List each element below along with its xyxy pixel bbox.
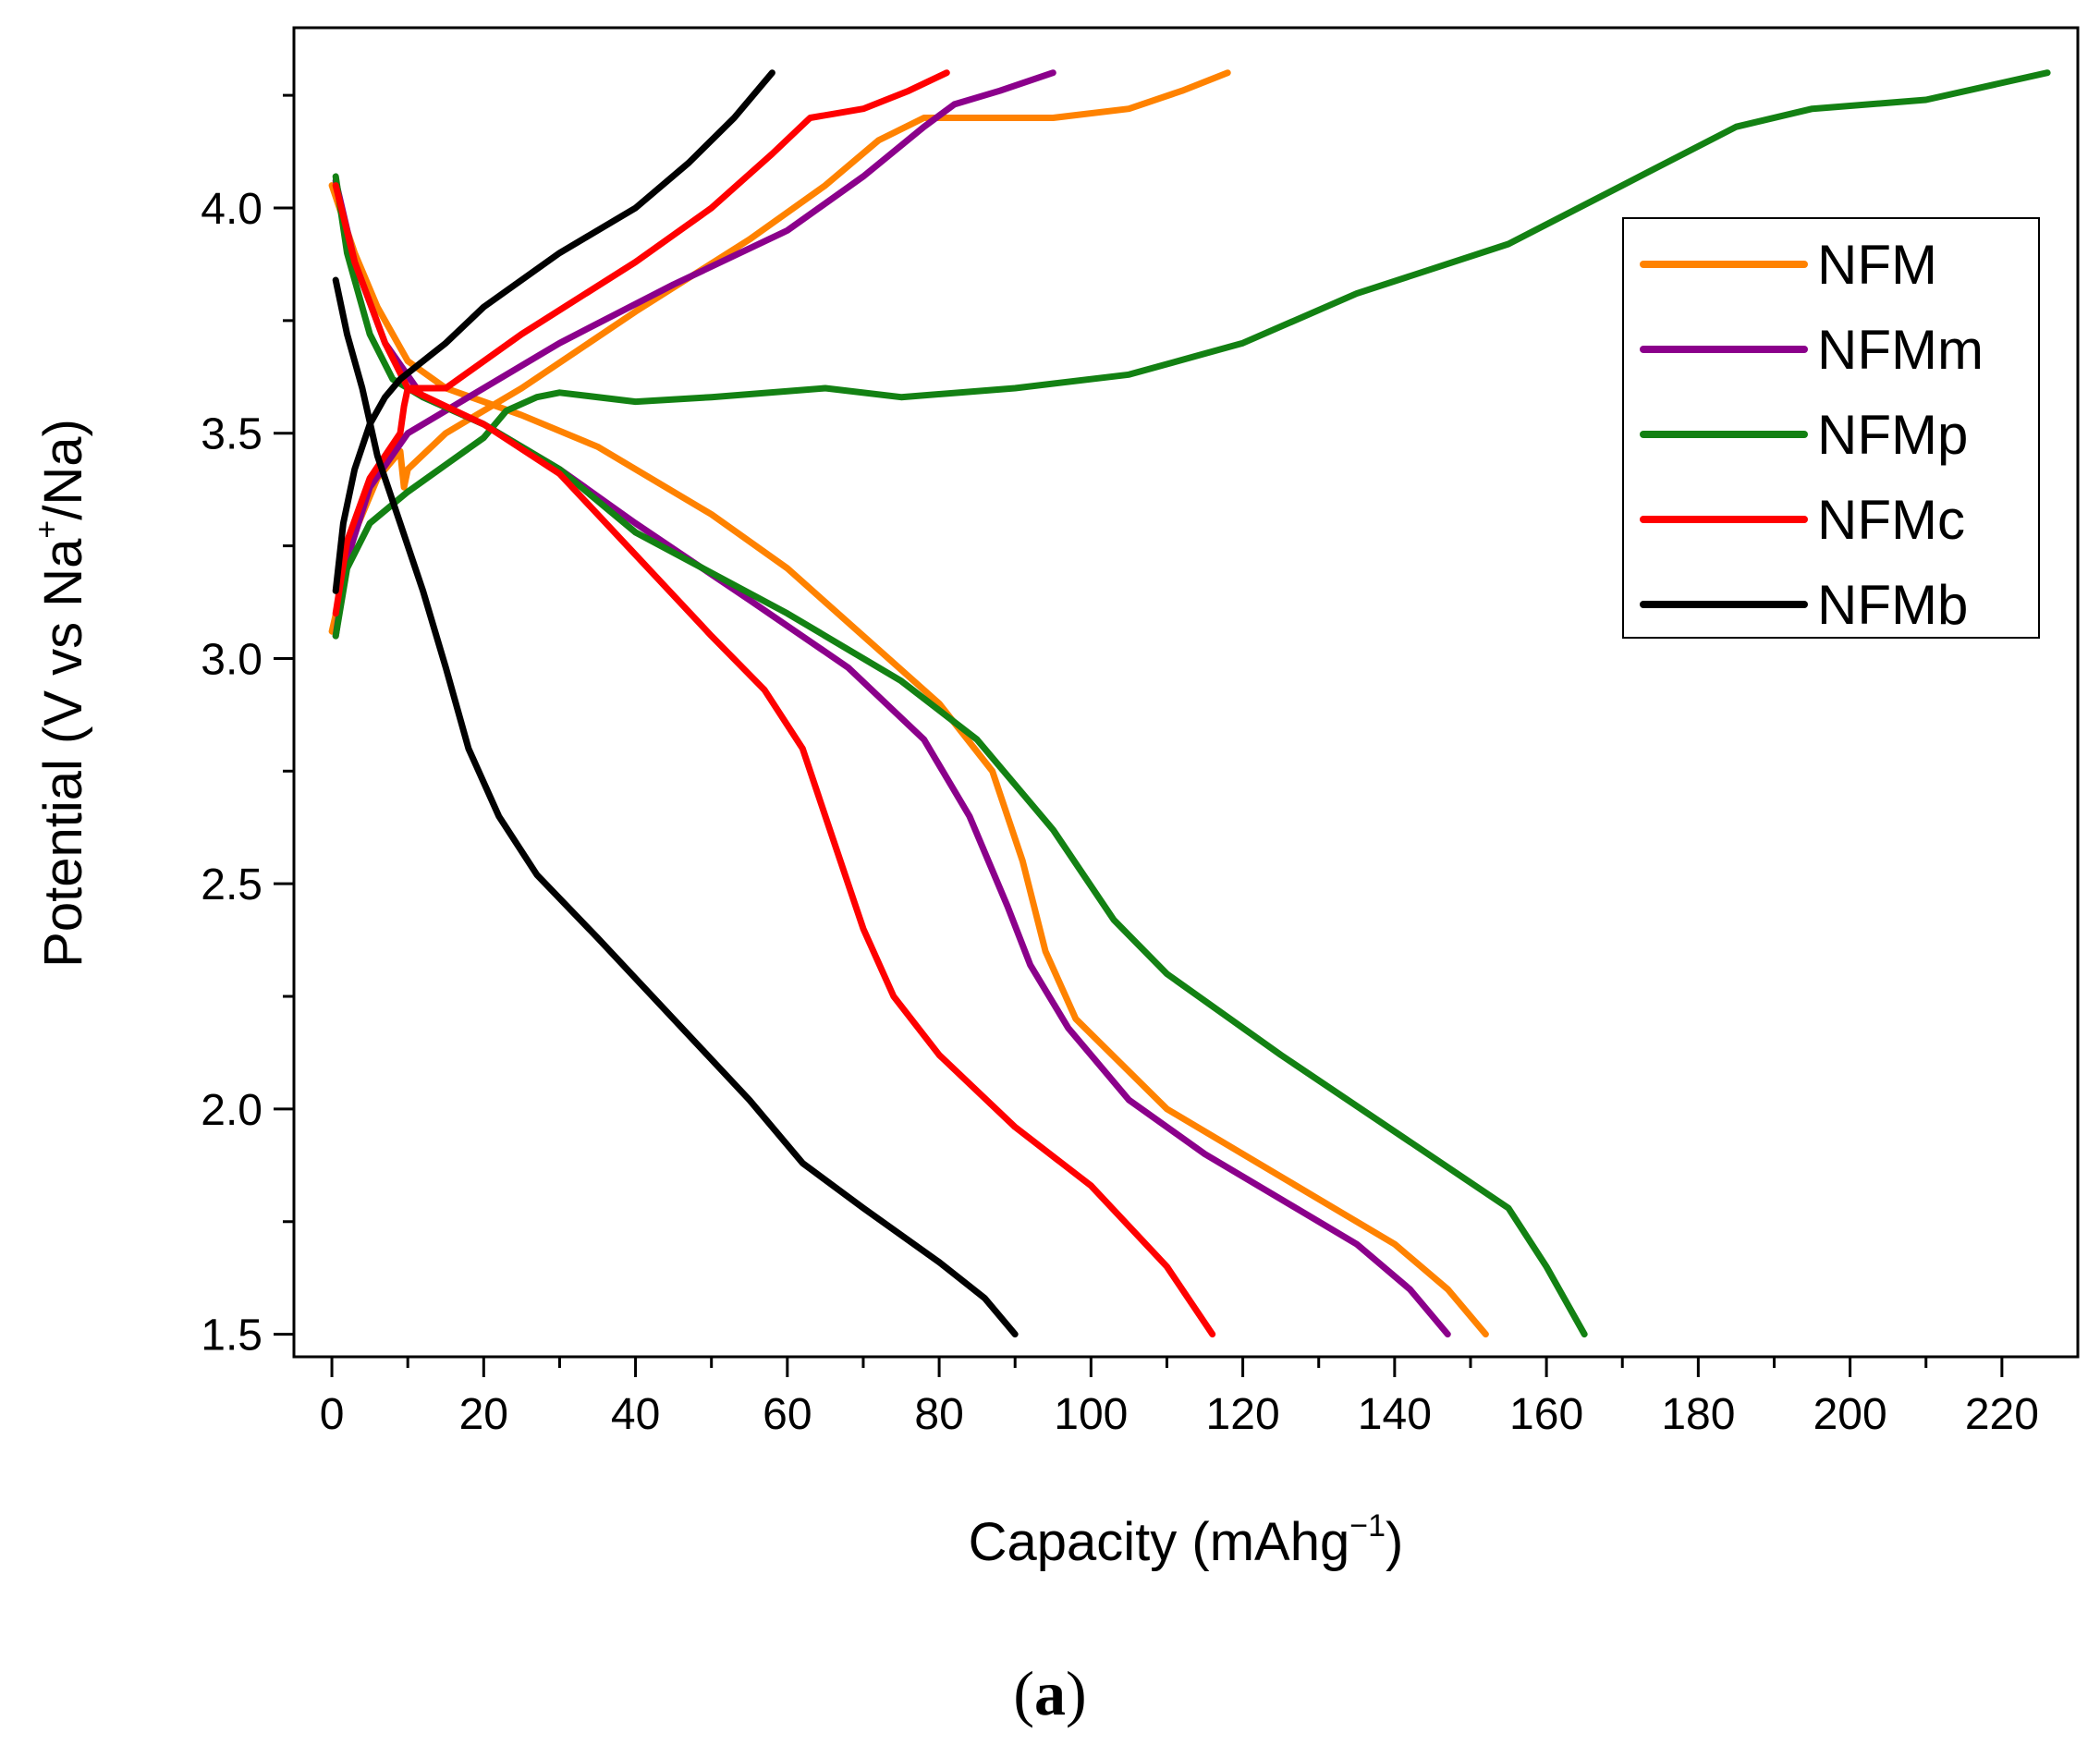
- y-axis-title-sup: +: [30, 520, 65, 539]
- y-axis-title-tail: /Na): [33, 419, 93, 520]
- legend-label-nfm: NFM: [1817, 234, 1937, 296]
- plot-frame: [292, 26, 2080, 1359]
- series-layer: [328, 69, 2051, 1338]
- x-axis-title-tail: ): [1386, 1512, 1403, 1572]
- panel-label-letter: a: [1034, 1658, 1066, 1728]
- x-tick-label: 40: [611, 1390, 660, 1439]
- legend-box: [1622, 217, 2040, 639]
- panel-label-close: ): [1066, 1658, 1087, 1728]
- x-axis-title: Capacity (mAhg−1): [969, 1508, 1404, 1572]
- legend: NFM NFMm NFMp NFMc NFMb: [1622, 217, 2040, 639]
- x-tick-label: 160: [1509, 1390, 1583, 1439]
- series-nfmp-charge-line: [332, 69, 2051, 640]
- x-axis-title-main: Capacity (mAhg: [969, 1512, 1350, 1572]
- series-nfm-discharge-line: [328, 182, 1489, 1338]
- y-tick-label: 2.0: [201, 1086, 262, 1135]
- series-nfmb-discharge-line: [332, 276, 1019, 1338]
- x-tick-label: 200: [1813, 1390, 1887, 1439]
- x-axis-title-sup: −1: [1349, 1508, 1386, 1543]
- y-tick-label: 1.5: [201, 1312, 262, 1360]
- x-tick-label: 80: [914, 1390, 963, 1439]
- x-tick-label: 0: [320, 1390, 345, 1439]
- y-axis-title-main: Potential (V vs Na: [33, 538, 93, 968]
- y-tick-label: 3.0: [201, 635, 262, 684]
- legend-label-nfmm: NFMm: [1817, 319, 1984, 381]
- x-tick-label: 20: [459, 1390, 508, 1439]
- legend-label-nfmb: NFMb: [1817, 574, 1968, 636]
- y-tick-label: 2.5: [201, 860, 262, 909]
- series-nfmp-discharge-line: [332, 173, 1588, 1338]
- x-axis-ticks: 0 20 40 60 80 100 120 140 160 180 200 220: [320, 1357, 2039, 1439]
- y-tick-label: 4.0: [201, 185, 262, 234]
- panel-label: (a): [1013, 1658, 1086, 1728]
- y-axis-ticks: 1.5 2.0 2.5 3.0 3.5 4.0: [201, 93, 294, 1360]
- legend-label-nfmp: NFMp: [1817, 404, 1968, 466]
- x-tick-label: 140: [1358, 1390, 1432, 1439]
- x-tick-label: 180: [1661, 1390, 1735, 1439]
- legend-label-nfmc: NFMc: [1817, 489, 1965, 551]
- series-nfm-charge-line: [328, 69, 1231, 635]
- x-tick-label: 100: [1054, 1390, 1128, 1439]
- series-nfmb-charge-line: [332, 69, 775, 594]
- x-tick-label: 60: [763, 1390, 812, 1439]
- x-tick-label: 220: [1965, 1390, 2039, 1439]
- series-nfmm-discharge-line: [332, 177, 1451, 1338]
- series-nfmc-discharge-line: [332, 182, 1216, 1338]
- y-axis-title: Potential (V vs Na+/Na): [30, 419, 93, 968]
- y-tick-label: 3.5: [201, 410, 262, 459]
- panel-label-open: (: [1013, 1658, 1034, 1728]
- x-tick-label: 120: [1206, 1390, 1280, 1439]
